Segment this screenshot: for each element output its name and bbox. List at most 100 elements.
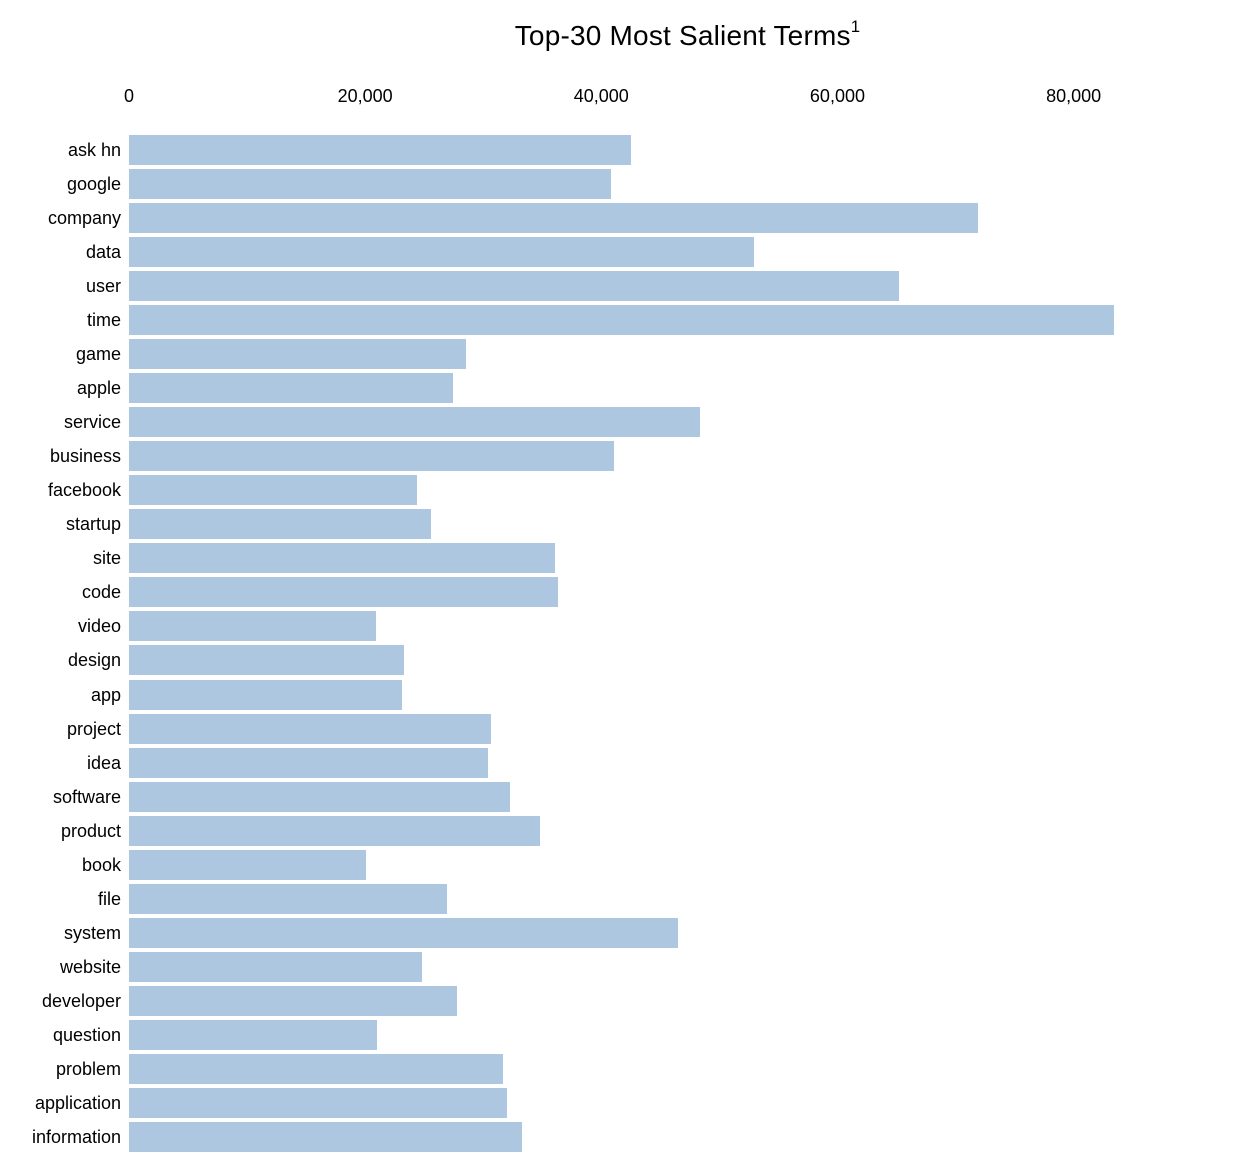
x-axis-tick-label: 20,000 [337,86,393,106]
category-label: website [59,956,121,977]
bar-row: apple [0,371,1246,405]
chart-title-superscript: 1 [850,17,861,37]
bar-track [129,679,1246,710]
bar [129,679,402,710]
bar-row: time [0,303,1246,337]
category-label: business [49,446,121,467]
bar [129,169,611,200]
chart-title-text: Top-30 Most Salient Terms [514,20,851,51]
bar-track [129,645,1246,676]
bar-row: idea [0,746,1246,780]
category-label: ask hn [67,140,121,161]
x-axis-tick-label: 40,000 [573,86,629,106]
bar-row: application [0,1086,1246,1120]
bar-row: company [0,201,1246,235]
bar [129,305,1114,336]
bar-row: problem [0,1052,1246,1086]
category-label: book [81,854,121,875]
bar-track [129,339,1246,370]
bar-row: data [0,235,1246,269]
bar-track [129,1121,1246,1152]
bar [129,1053,504,1084]
bar-track [129,1087,1246,1118]
category-label: problem [55,1058,121,1079]
bar-track [129,135,1246,166]
category-label: time [86,310,121,331]
category-label: video [77,616,121,637]
category-label: information [31,1126,121,1147]
bar [129,237,754,268]
category-label: google [66,174,121,195]
bar-row: game [0,337,1246,371]
bar [129,475,418,506]
category-label: project [66,718,121,739]
bar [129,509,432,540]
x-axis-top: 0 20,000 40,000 60,000 80,000 [124,86,1246,110]
bar [129,1019,377,1050]
bar-track [129,781,1246,812]
bar-row: facebook [0,473,1246,507]
bar-track [129,509,1246,540]
bar [129,441,615,472]
category-label: user [85,276,121,297]
bar-track [129,713,1246,744]
category-label: apple [76,378,121,399]
bar [129,1121,523,1152]
bar-row: startup [0,507,1246,541]
x-axis-tick-label: 60,000 [809,86,865,106]
bar-track [129,917,1246,948]
category-label: system [63,922,121,943]
category-label: developer [41,990,121,1011]
bar-row: design [0,643,1246,677]
bar-track [129,577,1246,608]
bar [129,407,701,438]
category-label: file [97,888,121,909]
category-label: question [52,1024,121,1045]
bar [129,339,466,370]
bar-row: app [0,678,1246,712]
bar-row: service [0,405,1246,439]
bar-track [129,475,1246,506]
bar-track [129,1019,1246,1050]
bar-row: system [0,916,1246,950]
bar-track [129,985,1246,1016]
bar-row: google [0,167,1246,201]
category-label: service [63,412,121,433]
bars-area: ask hn google company data user time game apple… [0,133,1246,1154]
bar-row: business [0,439,1246,473]
category-label: software [52,786,121,807]
bar-row: book [0,848,1246,882]
bar-track [129,849,1246,880]
bar-track [129,441,1246,472]
bar-track [129,883,1246,914]
bar [129,1087,507,1118]
bar-track [129,611,1246,642]
bar [129,271,899,302]
bar-track [129,203,1246,234]
bar-row: user [0,269,1246,303]
bar [129,985,458,1016]
bar-row: project [0,712,1246,746]
bar-track [129,951,1246,982]
bar-row: website [0,950,1246,984]
bar [129,611,376,642]
category-label: site [92,548,121,569]
bar-track [129,305,1246,336]
category-label: design [67,650,121,671]
bar [129,373,453,404]
bar [129,883,447,914]
bar [129,951,422,982]
bar-track [129,237,1246,268]
category-label: application [34,1092,121,1113]
bar [129,713,492,744]
bar-row: site [0,541,1246,575]
category-label: product [60,820,121,841]
bar-track [129,407,1246,438]
bar [129,815,540,846]
bar [129,645,405,676]
bar-track [129,373,1246,404]
bar-row: information [0,1120,1246,1154]
x-axis-tick-label: 80,000 [1046,86,1102,106]
bar-row: software [0,780,1246,814]
bar-row: product [0,814,1246,848]
